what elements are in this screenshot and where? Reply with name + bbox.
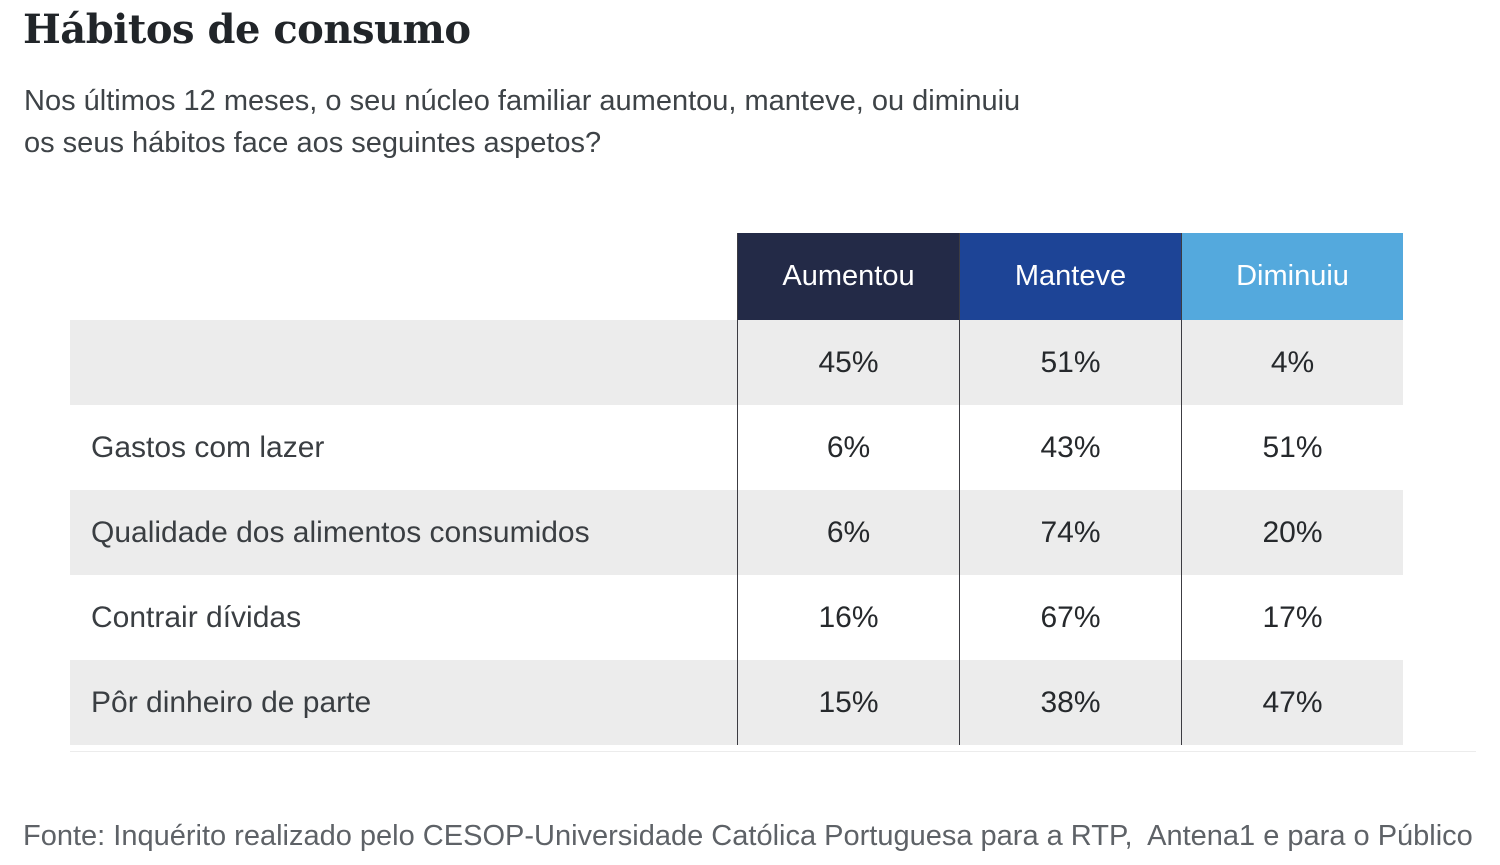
cell-value: 6% — [737, 490, 959, 575]
habits-table: Aumentou Manteve Diminuiu 45% 51% 4% Gas… — [70, 233, 1403, 745]
subtitle-line-2: os seus hábitos face aos seguintes aspet… — [24, 127, 602, 159]
table-row: Qualidade dos alimentos consumidos 6% 74… — [70, 490, 1403, 575]
cell-value: 43% — [959, 405, 1181, 490]
page-title: Hábitos de consumo — [23, 6, 471, 53]
cell-value: 17% — [1181, 575, 1403, 660]
subtitle-line-1: Nos últimos 12 meses, o seu núcleo famil… — [24, 85, 1021, 117]
table-corner-cell — [70, 233, 737, 320]
table-row: Contrair dívidas 16% 67% 17% — [70, 575, 1403, 660]
cell-value: 38% — [959, 660, 1181, 745]
column-header-diminuiu: Diminuiu — [1181, 233, 1403, 320]
source-attribution: Fonte: Inquérito realizado pelo CESOP-Un… — [23, 820, 1473, 852]
cell-value: 47% — [1181, 660, 1403, 745]
cell-value: 51% — [959, 320, 1181, 405]
row-label: Qualidade dos alimentos consumidos — [91, 515, 590, 549]
cell-value: 51% — [1181, 405, 1403, 490]
row-label: Contrair dívidas — [91, 600, 302, 634]
page-subtitle: Nos últimos 12 meses, o seu núcleo famil… — [24, 80, 1020, 164]
column-header-aumentou: Aumentou — [737, 233, 959, 320]
column-header-manteve: Manteve — [959, 233, 1181, 320]
row-label: Pôr dinheiro de parte — [91, 685, 372, 719]
chart-bottom-rule — [70, 751, 1476, 752]
row-label: Gastos com lazer — [91, 430, 325, 464]
cell-value: 67% — [959, 575, 1181, 660]
table-row: Pôr dinheiro de parte 15% 38% 47% — [70, 660, 1403, 745]
cell-value: 20% — [1181, 490, 1403, 575]
row-label — [70, 320, 737, 405]
table-header-row: Aumentou Manteve Diminuiu — [70, 233, 1403, 320]
cell-value: 6% — [737, 405, 959, 490]
table-row: 45% 51% 4% — [70, 320, 1403, 405]
cell-value: 45% — [737, 320, 959, 405]
table-row: Gastos com lazer 6% 43% 51% — [70, 405, 1403, 490]
cell-value: 15% — [737, 660, 959, 745]
cell-value: 16% — [737, 575, 959, 660]
cell-value: 74% — [959, 490, 1181, 575]
cell-value: 4% — [1181, 320, 1403, 405]
